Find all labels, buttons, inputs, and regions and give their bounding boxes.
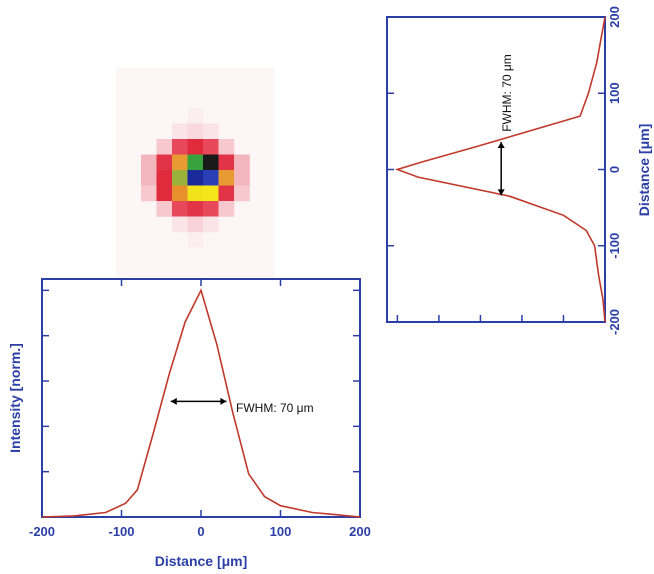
vertical-profile-line [394,16,606,323]
beam-spot-pixel [234,154,250,171]
horizontal-profile-ticks [41,279,361,517]
beam-spot-pixel [187,201,204,217]
x-tick-label: 200 [349,524,371,539]
beam-spot-pixel [203,216,219,233]
distance-tick-label: 0 [607,166,622,173]
beam-spot-pixel [203,185,219,202]
horizontal-fwhm-label: FWHM: 70 μm [236,401,314,415]
beam-spot-pixel [187,123,204,140]
beam-spot-pixel [234,185,250,202]
beam-spot-pixel [156,154,173,171]
horizontal-profile-frame [41,278,361,518]
x-tick-label: 0 [197,524,204,539]
x-tick-label: 100 [270,524,292,539]
beam-spot-pixel [187,108,204,124]
beam-spot-pixel [141,154,157,171]
vertical-fwhm-arrow [497,142,505,196]
fwhm-arrow-head-top [497,142,505,149]
horizontal-profile-line [41,288,361,518]
x-tick-label: -100 [108,524,134,539]
distance-tick-label: -100 [607,233,622,259]
beam-spot-pixel [141,170,157,186]
beam-spot-pixel [172,170,188,186]
beam-spot-pixel [187,216,204,233]
beam-spot-pixel [156,185,173,202]
horizontal-profile-chart: -200 -100 0 100 200 FWHM: 70 μm Distance [μm… [7,278,371,569]
distance-tick-label: 100 [607,82,622,104]
horizontal-fwhm-arrow [170,397,227,405]
distance-tick-label: 200 [607,6,622,28]
beam-spot-pixel [187,185,204,202]
vertical-profile-chart: 200 100 0 -100 -200 FWHM: 70 μm Distance [μm… [386,6,652,335]
beam-spot-pixel [218,185,235,202]
beam-spot-pixel [234,170,250,186]
horizontal-profile-x-axis-title: Distance [μm] [155,553,248,569]
fwhm-arrow-head-right [220,397,227,405]
horizontal-profile-tick-labels: -200 -100 0 100 200 [29,524,371,539]
beam-spot-pixel [172,185,188,202]
distance-tick-label: -200 [607,309,622,335]
beam-spot-image [116,68,275,278]
beam-spot-pixel [187,139,204,155]
beam-spot-pixel [172,139,188,155]
vertical-fwhm-label: FWHM: 70 μm [500,54,514,132]
beam-spot-pixel [203,139,219,155]
beam-spot-pixel [203,123,219,140]
beam-spot-pixel [187,154,204,171]
beam-spot-pixel [218,201,235,217]
beam-spot-pixel [187,170,204,186]
horizontal-profile-y-axis-title: Intensity [norm.] [7,343,23,453]
fwhm-arrow-head-bottom [497,189,505,196]
beam-spot-pixel [172,123,188,140]
x-tick-label: -200 [29,524,55,539]
beam-spot-pixel [172,216,188,233]
beam-spot-pixel [218,139,235,155]
vertical-profile-tick-labels: 200 100 0 -100 -200 [607,6,622,335]
beam-spot-pixel [203,154,219,171]
beam-spot-pixel [203,201,219,217]
beam-spot-pixel [203,170,219,186]
beam-spot-pixel [156,201,173,217]
fwhm-arrow-head-left [170,397,177,405]
beam-spot-pixel [187,232,204,248]
beam-spot-pixel [141,185,157,202]
vertical-profile-frame [386,16,606,323]
vertical-profile-ticks [387,16,605,323]
beam-spot-pixel [156,170,173,186]
beam-spot-pixel [218,170,235,186]
beam-spot-pixel [172,201,188,217]
beam-spot-pixel [156,139,173,155]
beam-spot-pixel [218,154,235,171]
vertical-profile-y-axis-title: Distance [μm] [636,124,652,217]
beam-spot-pixel [172,154,188,171]
